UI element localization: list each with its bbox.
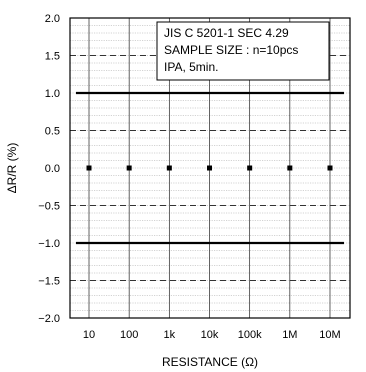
y-axis-title: ΔR/R (%): [5, 143, 19, 194]
data-point: [327, 165, 333, 171]
y-tick-label: 0.5: [45, 126, 60, 138]
y-tick-label: −0.5: [38, 201, 60, 213]
x-tick-label: 10M: [319, 329, 340, 341]
y-tick-label: −2.0: [38, 313, 60, 325]
y-tick-labels: 2.0 1.5 1.0 0.5 0.0 −0.5 −1.0 −1.5 −2.0: [38, 13, 60, 325]
annotation-line: IPA, 5min.: [164, 60, 218, 74]
y-tick-label: 1.0: [45, 88, 60, 100]
plot-border: [69, 17, 351, 319]
x-tick-label: 100k: [238, 329, 262, 341]
x-tick-label: 100: [120, 329, 138, 341]
data-point: [86, 165, 92, 171]
annotation-box: JIS C 5201-1 SEC 4.29 SAMPLE SIZE : n=10p…: [156, 21, 330, 81]
data-point: [207, 165, 212, 171]
y-tick-label: −1.5: [38, 276, 60, 288]
x-tick-label: 10: [83, 329, 95, 341]
x-tick-label: 1M: [282, 329, 297, 341]
y-tick-label: 1.5: [45, 51, 60, 63]
data-point: [287, 165, 293, 171]
annotation-line: JIS C 5201-1 SEC 4.29: [164, 26, 289, 40]
data-point: [126, 165, 132, 171]
x-axis-title: RESISTANCE (Ω): [162, 355, 258, 369]
limit-lines: [76, 91, 344, 245]
y-tick-label: 2.0: [45, 13, 60, 25]
data-point: [247, 165, 253, 171]
x-tick-labels: 10 100 1k 10k 100k 1M 10M: [83, 329, 341, 341]
annotation-frame: [156, 21, 330, 81]
plot-frame: [69, 17, 351, 319]
data-points: [86, 165, 333, 171]
data-point: [166, 165, 172, 171]
x-tick-label: 1k: [164, 329, 176, 341]
x-tick-label: 10k: [201, 329, 219, 341]
y-tick-label: −1.0: [38, 238, 60, 250]
annotation-line: SAMPLE SIZE : n=10pcs: [164, 43, 298, 57]
y-tick-label: 0.0: [45, 163, 60, 175]
